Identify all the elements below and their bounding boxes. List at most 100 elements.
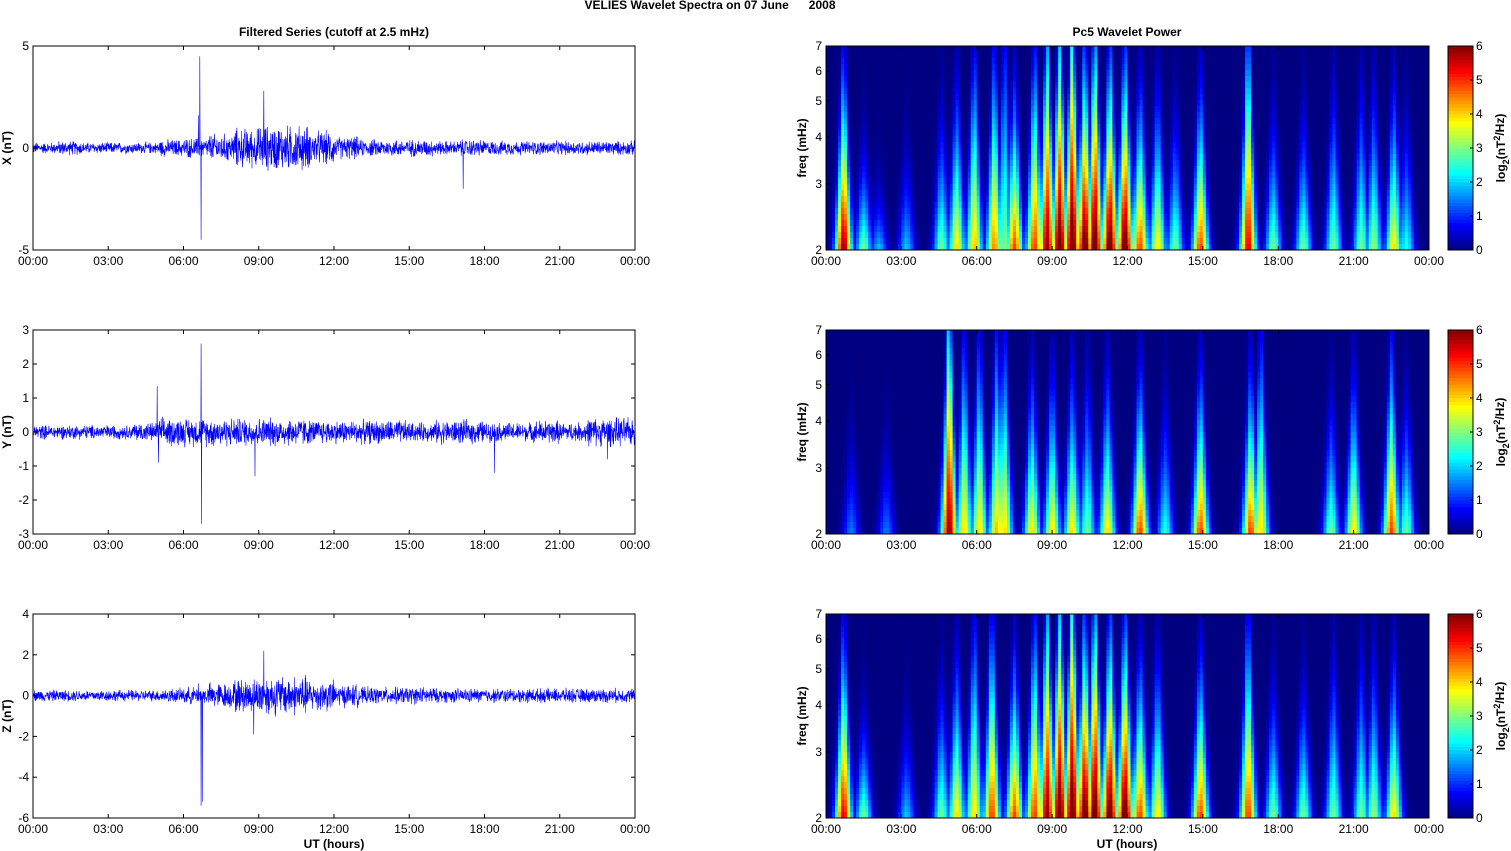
heatmap-cell <box>832 106 836 113</box>
heatmap-cell <box>1359 58 1364 65</box>
heatmap-cell <box>1290 178 1294 185</box>
heatmap-cell <box>1389 58 1394 65</box>
heatmap-cell <box>1422 142 1427 149</box>
heatmap-cell <box>1242 106 1246 113</box>
heatmap-cell <box>976 46 981 53</box>
heatmap-cell <box>1254 148 1258 155</box>
heatmap-cell <box>946 130 951 137</box>
heatmap-cell <box>967 82 972 89</box>
heatmap-cell <box>847 172 851 179</box>
heatmap-cell <box>1178 94 1183 101</box>
heatmap-cell <box>826 94 830 101</box>
heatmap-cell <box>835 106 839 113</box>
heatmap-cell <box>1383 58 1388 65</box>
heatmap-cell <box>1190 82 1195 89</box>
heatmap-cell <box>1269 148 1273 155</box>
heatmap-cell <box>1257 88 1261 95</box>
heatmap-cell <box>967 70 972 77</box>
heatmap-cell <box>1410 160 1415 167</box>
heatmap-cell <box>1006 178 1011 185</box>
heatmap-cell <box>1275 148 1279 155</box>
heatmap-cell <box>916 190 920 197</box>
heatmap-cell <box>832 130 836 137</box>
heatmap-cell <box>970 124 975 131</box>
heatmap-cell <box>985 100 990 107</box>
heatmap-cell <box>901 160 905 167</box>
heatmap-cell <box>1085 106 1089 113</box>
heatmap-cell <box>1329 118 1333 125</box>
heatmap-cell <box>1323 88 1327 95</box>
heatmap-cell <box>925 172 929 179</box>
heatmap-cell <box>1407 172 1412 179</box>
heatmap-cell <box>1230 82 1234 89</box>
heatmap-cell <box>958 124 963 131</box>
ts-xtick-label: 21:00 <box>545 254 575 268</box>
heatmap-cell <box>1115 142 1119 149</box>
heatmap-cell <box>913 154 917 161</box>
heatmap-cell <box>1130 184 1134 191</box>
heatmap-cell <box>1248 142 1252 149</box>
heatmap-cell <box>1410 58 1415 65</box>
heatmap-cell <box>1383 94 1388 101</box>
heatmap-cell <box>1208 124 1213 131</box>
heatmap-cell <box>1055 70 1059 77</box>
heatmap-cell <box>1163 82 1168 89</box>
heatmap-cell <box>1338 88 1342 95</box>
heatmap-cell <box>829 52 833 59</box>
heatmap-cell <box>826 172 830 179</box>
heatmap-cell <box>1386 70 1391 77</box>
heatmap-cell <box>1082 142 1086 149</box>
heatmap-cell <box>1236 136 1240 143</box>
heatmap-cell <box>1012 82 1017 89</box>
heatmap-cell <box>1006 46 1011 53</box>
heatmap-cell <box>1018 58 1023 65</box>
heatmap-cell <box>1236 94 1240 101</box>
heatmap-cell <box>1263 154 1267 161</box>
heatmap-cell <box>922 148 926 155</box>
heatmap-cell <box>940 76 944 83</box>
heatmap-cell <box>1028 64 1032 71</box>
heatmap-cell <box>871 148 875 155</box>
heatmap-cell <box>1344 94 1348 101</box>
heatmap-cell <box>1362 124 1367 131</box>
heatmap-cell <box>838 136 842 143</box>
heatmap-cell <box>1088 82 1092 89</box>
heatmap-cell <box>883 130 887 137</box>
heatmap-cell <box>901 148 905 155</box>
heatmap-cell <box>1055 112 1059 119</box>
heatmap-cell <box>1103 100 1107 107</box>
heatmap-cell <box>901 118 905 125</box>
heatmap-cell <box>991 124 996 131</box>
heatmap-cell <box>1413 88 1418 95</box>
heatmap-cell <box>1187 184 1192 191</box>
heatmap-cell <box>1142 52 1146 59</box>
heatmap-cell <box>1100 142 1104 149</box>
heatmap-cell <box>1296 118 1300 125</box>
heatmap-cell <box>1226 148 1231 155</box>
heatmap-cell <box>844 46 848 53</box>
heatmap-cell <box>1251 160 1255 167</box>
heatmap-cell <box>883 184 887 191</box>
heatmap-cell <box>1088 124 1092 131</box>
heatmap-cell <box>994 88 999 95</box>
heatmap-cell <box>1266 46 1270 53</box>
heatmap-cell <box>976 184 981 191</box>
heatmap-cell <box>1413 130 1418 137</box>
heatmap-cell <box>1371 166 1376 173</box>
heatmap-cell <box>1109 124 1113 131</box>
heatmap-cell <box>964 190 969 197</box>
heatmap-cell <box>1308 154 1312 161</box>
heatmap-cell <box>1374 154 1379 161</box>
heatmap-cell <box>1425 76 1430 83</box>
heatmap-cell <box>1407 160 1412 167</box>
heatmap-cell <box>1003 118 1008 125</box>
heatmap-cell <box>1272 100 1276 107</box>
heatmap-cell <box>1028 112 1032 119</box>
heatmap-cell <box>1181 52 1186 59</box>
heatmap-cell <box>1392 82 1397 89</box>
heatmap-cell <box>1109 148 1113 155</box>
heatmap-cell <box>841 160 845 167</box>
heatmap-cell <box>1217 160 1222 167</box>
heatmap-cell <box>1061 106 1065 113</box>
heatmap-cell <box>997 100 1002 107</box>
